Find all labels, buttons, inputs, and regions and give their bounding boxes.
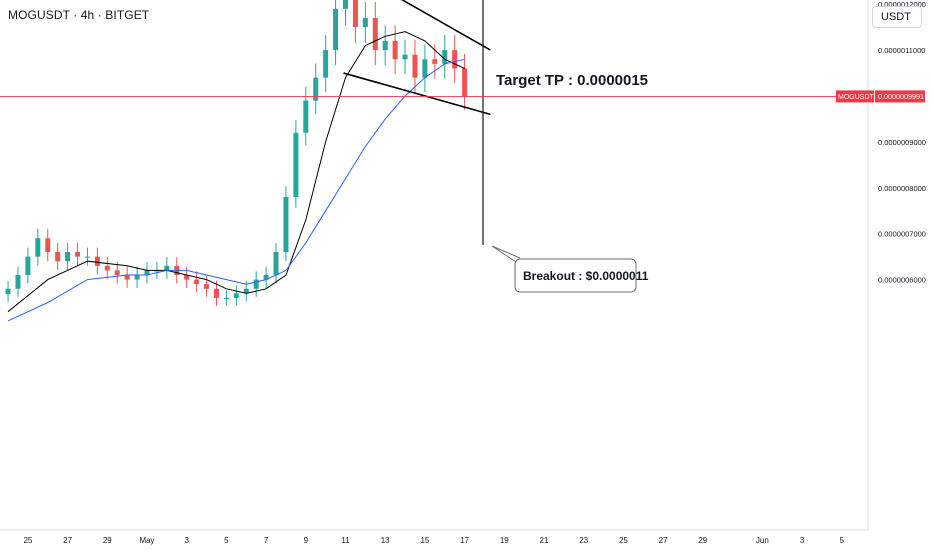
x-tick-label: 5 — [224, 536, 229, 545]
breakout-annotation: Breakout : $0.0000011 — [523, 269, 649, 283]
x-tick-label: Jun — [756, 536, 769, 545]
candle-body — [293, 132, 299, 197]
candle-body — [372, 17, 378, 51]
candle-body — [412, 54, 418, 78]
candle-body — [75, 252, 81, 257]
x-tick-label: 17 — [460, 536, 469, 545]
y-tick-label: 0.0000007000 — [878, 230, 926, 239]
candle-body — [223, 297, 229, 299]
candles-layer — [5, 0, 468, 306]
y-tick-label: 0.0000009000 — [878, 138, 926, 147]
candle-body — [144, 270, 150, 276]
candle-body — [422, 59, 428, 78]
symbol-tag-bg — [836, 90, 874, 103]
candle-body — [402, 54, 408, 60]
candle-body — [55, 252, 61, 262]
currency-button[interactable]: USDT — [872, 6, 922, 28]
symbol-tag: MOGUSDT — [838, 94, 875, 101]
y-tick-label: 0.0000006000 — [878, 276, 926, 285]
candle-body — [352, 0, 358, 28]
candle-body — [462, 68, 468, 96]
candle-body — [323, 50, 329, 78]
x-tick-label: 21 — [540, 536, 549, 545]
drawings-layer — [343, 0, 491, 245]
candle-body — [382, 40, 388, 51]
candle-body — [343, 0, 348, 9]
candle-body — [25, 256, 31, 276]
candle-body — [35, 238, 41, 257]
x-tick-label: 23 — [579, 536, 588, 545]
candle-body — [303, 100, 309, 133]
y-tick-label: 0.0000008000 — [878, 184, 926, 193]
x-tick-label: 7 — [264, 536, 269, 545]
x-tick-label: May — [139, 536, 154, 545]
trendline-lower[interactable] — [343, 72, 491, 116]
last-price-tag: MOGUSDT 0.0000009991 — [836, 90, 925, 103]
candle-body — [84, 256, 90, 258]
candle-body — [124, 275, 130, 280]
x-tick-label: 3 — [800, 536, 805, 545]
x-tick-label: 27 — [63, 536, 72, 545]
candle-body — [134, 275, 140, 280]
breakout-callout-box — [514, 258, 637, 293]
trendline-upper[interactable] — [346, 0, 491, 51]
candle-body — [333, 8, 339, 51]
y-tick-label: 0.0000012000 — [878, 0, 926, 9]
candle-body — [442, 50, 448, 64]
candle-body — [263, 275, 269, 280]
candle-body — [184, 275, 190, 280]
breakout-callout-pointer — [491, 245, 521, 263]
candle-body — [104, 265, 110, 271]
x-tick-label: 19 — [500, 536, 509, 545]
candle-body — [273, 252, 279, 276]
candle-body — [233, 293, 239, 298]
x-tick-label: 29 — [698, 536, 707, 545]
chart-title: MOGUSDT · 4h · BITGET — [8, 8, 150, 22]
x-tick-label: 11 — [341, 536, 350, 545]
candle-body — [5, 288, 11, 295]
breakout-callout: Breakout : $0.0000011 — [491, 245, 649, 293]
candle-body — [65, 252, 71, 262]
candle-body — [362, 17, 368, 28]
candle-body — [452, 50, 458, 69]
candle-body — [204, 284, 210, 289]
ma-fast-line — [7, 31, 465, 313]
candle-body — [114, 270, 120, 276]
x-tick-label: 29 — [103, 536, 112, 545]
ma-slow-line — [7, 58, 465, 322]
candle-body — [194, 279, 200, 285]
x-tick-label: 5 — [840, 536, 845, 545]
candle-body — [45, 238, 51, 253]
time-axis[interactable]: 25 27 29 May 3 5 7 9 11 13 15 17 19 21 23 25 27 29 Jun 3 5 — [23, 536, 844, 545]
candle-body — [283, 196, 289, 253]
candle-body — [15, 275, 21, 289]
candle-body — [154, 270, 160, 272]
candle-body — [432, 59, 438, 64]
candle-body — [213, 288, 219, 298]
y-tick-label: 0.0000011000 — [878, 46, 925, 55]
ma-lines-layer — [7, 31, 465, 322]
x-tick-label: 9 — [304, 536, 309, 545]
target-annotation: Target TP : 0.0000015 — [496, 72, 648, 89]
price-tag-value: 0.0000009991 — [878, 92, 924, 101]
x-tick-label: 15 — [420, 536, 429, 545]
x-tick-label: 27 — [659, 536, 668, 545]
x-tick-label: 3 — [184, 536, 189, 545]
candle-body — [253, 279, 259, 289]
candle-body — [164, 265, 170, 271]
candle-body — [392, 40, 398, 60]
x-tick-label: 25 — [23, 536, 32, 545]
candle-body — [243, 288, 249, 294]
x-tick-label: 25 — [619, 536, 628, 545]
x-tick-label: 13 — [381, 536, 390, 545]
candle-body — [94, 256, 100, 266]
candle-body — [313, 77, 319, 101]
price-axis[interactable]: 0.00000150000.00000140000.00000130000.00… — [878, 0, 926, 285]
price-tag-bg — [875, 90, 925, 103]
